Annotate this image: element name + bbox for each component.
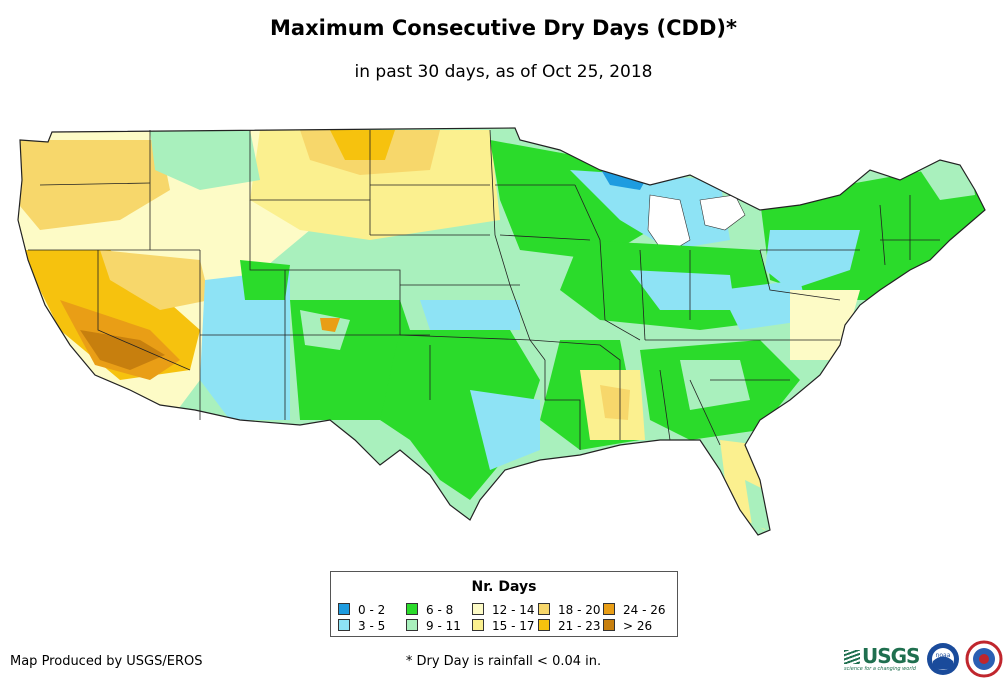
legend-swatch bbox=[603, 603, 615, 615]
map-subtitle: in past 30 days, as of Oct 25, 2018 bbox=[354, 62, 653, 82]
svg-text:noaa: noaa bbox=[936, 652, 951, 659]
nws-logo-icon bbox=[965, 640, 1003, 678]
us-cdd-map bbox=[17, 127, 986, 536]
usgs-tagline: science for a changing world bbox=[844, 666, 916, 672]
legend-item: 0 - 2 bbox=[338, 603, 385, 616]
noaa-logo-icon: noaa bbox=[927, 643, 959, 675]
usgs-wave-icon bbox=[844, 650, 860, 664]
legend-item: > 26 bbox=[603, 619, 652, 632]
legend-swatch bbox=[603, 619, 615, 631]
legend-item: 18 - 20 bbox=[538, 603, 601, 616]
credit-text: Map Produced by USGS/EROS bbox=[10, 654, 203, 669]
usgs-logo: USGS bbox=[844, 644, 920, 668]
legend-swatch bbox=[338, 619, 350, 631]
legend-swatch bbox=[406, 619, 418, 631]
agency-logos: USGS science for a changing world noaa bbox=[844, 640, 1007, 680]
legend-swatch bbox=[538, 603, 550, 615]
legend-item: 24 - 26 bbox=[603, 603, 666, 616]
map-title: Maximum Consecutive Dry Days (CDD)* bbox=[270, 16, 737, 40]
legend-swatch bbox=[472, 603, 484, 615]
legend-item: 21 - 23 bbox=[538, 619, 601, 632]
legend-item: 3 - 5 bbox=[338, 619, 385, 632]
footnote-text: * Dry Day is rainfall < 0.04 in. bbox=[405, 654, 602, 669]
legend-swatch bbox=[406, 603, 418, 615]
footnote: * Dry Day is rainfall < 0.04 in. bbox=[0, 654, 1007, 669]
legend-item: 6 - 8 bbox=[406, 603, 453, 616]
legend-item: 9 - 11 bbox=[406, 619, 461, 632]
legend: Nr. Days 0 - 2 3 - 5 6 - 8 9 - 11 12 - 1… bbox=[330, 571, 678, 637]
legend-swatch bbox=[538, 619, 550, 631]
legend-title: Nr. Days bbox=[471, 579, 537, 595]
legend-item: 15 - 17 bbox=[472, 619, 535, 632]
legend-swatch bbox=[338, 603, 350, 615]
legend-swatch bbox=[472, 619, 484, 631]
legend-item: 12 - 14 bbox=[472, 603, 535, 616]
